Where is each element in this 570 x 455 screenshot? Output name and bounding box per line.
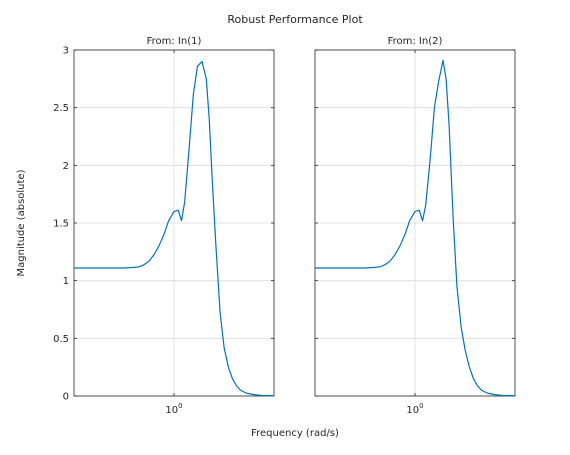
y-tick-label: 3	[63, 46, 69, 57]
y-tick-label: 2.5	[53, 103, 69, 114]
x-axis-label: Frequency (rad/s)	[251, 428, 339, 439]
figure-title: Robust Performance Plot	[227, 13, 363, 26]
axes-frame	[73, 49, 275, 397]
subplot-title: From: In(2)	[388, 36, 443, 47]
series-line	[74, 60, 275, 397]
x-tick-label: 100	[406, 402, 423, 416]
y-tick-label: 1	[63, 276, 69, 287]
subplot-panels: 0 0.5 1 1.5 2 2.5 3 100 From: In(1) 100 From: In(2…	[53, 36, 516, 416]
series-line	[315, 59, 516, 397]
y-tick-label: 1.5	[53, 219, 69, 230]
x-tick-label: 100	[165, 402, 182, 416]
axes-frame	[314, 49, 516, 397]
y-tick-label: 2	[63, 161, 69, 172]
y-axis-label: Magnitude (absolute)	[16, 169, 27, 276]
subplot-2: 100 From: In(2)	[314, 36, 516, 416]
y-tick-label: 0	[63, 392, 69, 403]
y-tick-label: 0.5	[53, 334, 69, 345]
subplot-1: 0 0.5 1 1.5 2 2.5 3 100 From: In(1)	[53, 36, 275, 416]
subplot-title: From: In(1)	[147, 36, 202, 47]
